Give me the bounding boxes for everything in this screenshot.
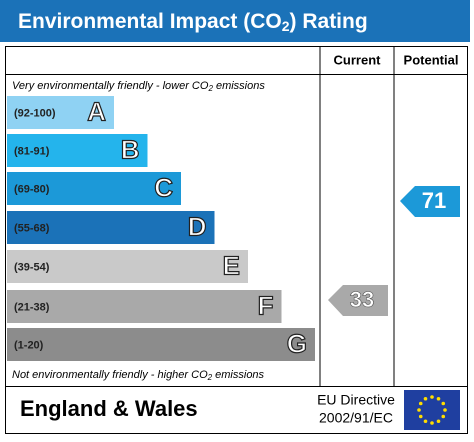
band-letter: A [87, 96, 106, 126]
band-letter: B [121, 134, 140, 164]
top-note: Very environmentally friendly - lower CO… [12, 80, 265, 93]
directive: EU Directive [317, 392, 395, 408]
band [7, 134, 148, 167]
band-letter: D [188, 211, 207, 241]
bands: (92-100) A (81-91) B (69-80) C (55-68) D (39-54)… [7, 96, 315, 361]
title: Environmental Impact (CO2) Rating [18, 10, 368, 34]
band-range: (81-91) [14, 145, 50, 157]
star [418, 401, 423, 406]
band-range: (92-100) [14, 107, 56, 119]
column-header: Current [334, 52, 382, 67]
eu-stars [417, 395, 447, 425]
column-header: Potential [404, 52, 459, 67]
band [7, 250, 248, 283]
star [423, 396, 428, 401]
potential-rating: 71 [422, 188, 446, 213]
current-arrow [328, 285, 388, 316]
band-range: (1-20) [14, 339, 44, 351]
frame [5, 46, 468, 434]
band-range: (39-54) [14, 261, 50, 273]
band [7, 328, 315, 361]
region: England & Wales [20, 396, 198, 421]
header-bar [0, 0, 470, 42]
star [430, 421, 434, 425]
band [7, 290, 282, 323]
star [436, 419, 441, 424]
star [417, 408, 421, 412]
star [430, 395, 434, 399]
star [418, 414, 423, 419]
band-range: (55-68) [14, 222, 50, 234]
band-letter: C [154, 172, 173, 202]
star [423, 419, 428, 424]
star [443, 408, 447, 412]
bottom-note: Not environmentally friendly - higher CO… [12, 369, 265, 382]
band-range: (69-80) [14, 183, 50, 195]
band [7, 172, 181, 205]
star [441, 414, 446, 419]
star [436, 396, 441, 401]
star [441, 401, 446, 406]
band [7, 96, 114, 129]
directive: 2002/91/EC [319, 410, 393, 426]
band-range: (21-38) [14, 301, 50, 313]
band-letter: G [287, 328, 307, 358]
band [7, 211, 215, 244]
band-letter: F [258, 290, 274, 320]
potential-arrow [400, 186, 460, 217]
band-letter: E [223, 250, 240, 280]
current-rating: 33 [350, 287, 374, 312]
